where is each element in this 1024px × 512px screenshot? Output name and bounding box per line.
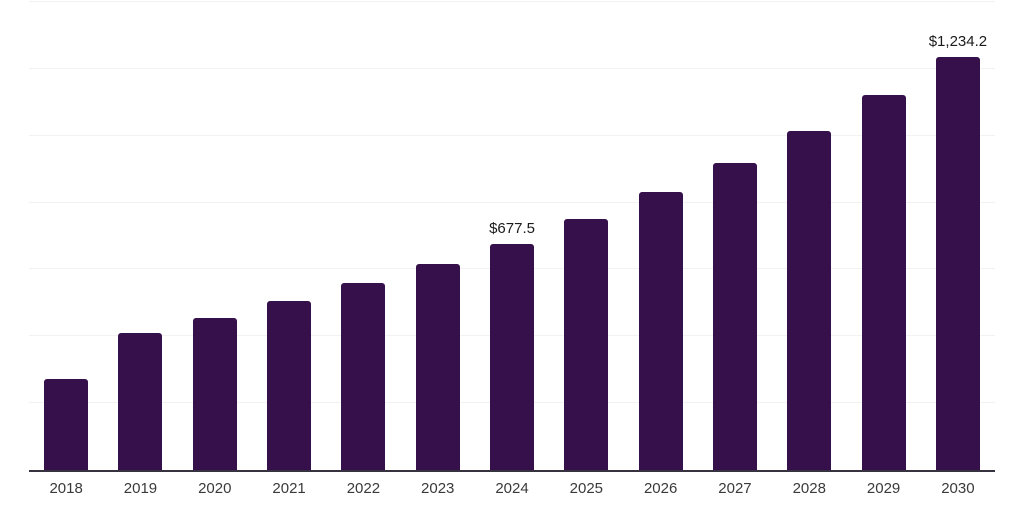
bar-column-2024: $677.5 (475, 0, 549, 470)
bar-column-2019 (103, 0, 177, 470)
bar-column-2027 (698, 0, 772, 470)
x-tick-label-2023: 2023 (421, 480, 455, 497)
gridline-800 (29, 201, 995, 203)
bar-column-2026 (624, 0, 698, 470)
bars-layer: $677.5 $1,234.2 (29, 0, 995, 470)
x-tick-label-2020: 2020 (198, 480, 232, 497)
x-tick-label-2028: 2028 (792, 480, 826, 497)
bar-column-2020 (178, 0, 252, 470)
bar-column-2021 (252, 0, 326, 470)
x-tick-label-2024: 2024 (495, 480, 529, 497)
bar-column-2030: $1,234.2 (921, 0, 995, 470)
bar-2018[interactable] (44, 379, 89, 470)
bar-2020[interactable] (192, 318, 237, 470)
x-tick-label-2018: 2018 (49, 480, 83, 497)
bar-2027[interactable] (712, 163, 757, 470)
x-tick-label-2027: 2027 (718, 480, 752, 497)
bar-column-2018 (29, 0, 103, 470)
bar-column-2029 (846, 0, 920, 470)
bar-column-2022 (326, 0, 400, 470)
bar-column-2023 (401, 0, 475, 470)
gridline-1400 (29, 1, 995, 2)
bar-2019[interactable] (118, 332, 163, 470)
bar-2024[interactable] (490, 243, 535, 470)
bar-2025[interactable] (564, 218, 609, 470)
bar-2026[interactable] (638, 192, 683, 470)
bar-value-label-2030: $1,234.2 (928, 33, 988, 51)
gridline-1000 (29, 134, 995, 136)
bar-column-2025 (549, 0, 623, 470)
bar-2028[interactable] (787, 131, 832, 470)
bar-2023[interactable] (415, 264, 460, 470)
x-tick-label-2026: 2026 (643, 480, 678, 497)
plot-area: $677.5 $1,234.2 (29, 0, 995, 472)
x-axis-labels: 2018 2019 2020 2021 2022 2023 2024 2025 2026 2027… (29, 480, 995, 497)
x-tick-label-2022: 2022 (346, 480, 381, 497)
bar-value-label-2024: $677.5 (489, 219, 535, 237)
x-tick-label-2025: 2025 (569, 480, 604, 497)
bar-2029[interactable] (861, 95, 906, 470)
x-tick-label-2019: 2019 (123, 480, 158, 497)
x-tick-label-2029: 2029 (866, 480, 901, 497)
gridline-1200 (29, 67, 995, 69)
bar-2030[interactable] (935, 57, 980, 470)
bar-2022[interactable] (341, 282, 386, 470)
bar-2021[interactable] (267, 301, 312, 470)
x-tick-label-2021: 2021 (272, 480, 306, 497)
bar-column-2028 (772, 0, 846, 470)
x-tick-label-2030: 2030 (941, 480, 975, 497)
